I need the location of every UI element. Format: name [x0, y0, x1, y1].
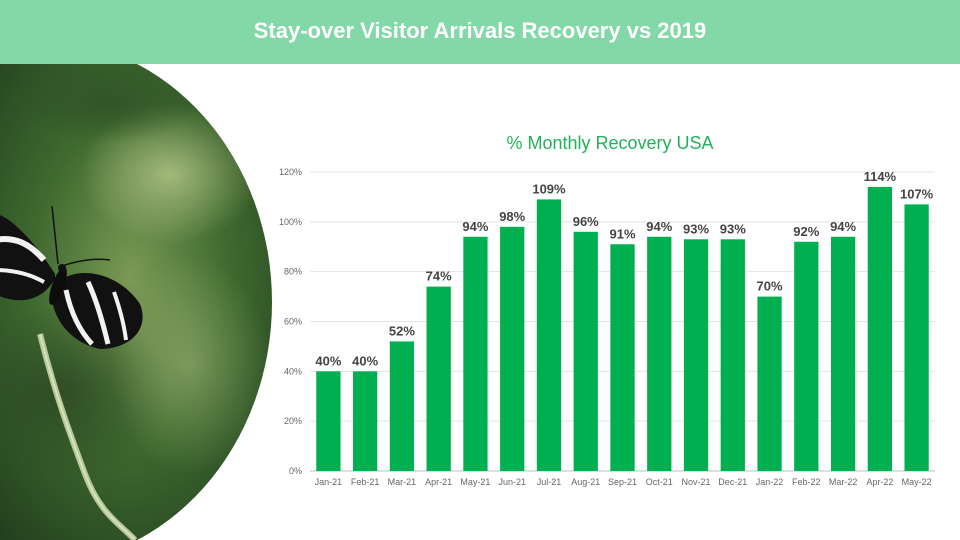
- bar: [316, 371, 341, 471]
- y-tick-label: 100%: [279, 217, 302, 227]
- data-label: 92%: [793, 224, 819, 239]
- y-tick-label: 120%: [279, 167, 302, 177]
- data-label: 94%: [830, 219, 856, 234]
- data-label: 94%: [462, 219, 488, 234]
- data-label: 109%: [532, 181, 566, 196]
- data-label: 40%: [315, 353, 341, 368]
- data-label: 96%: [573, 214, 599, 229]
- bar: [683, 239, 709, 471]
- x-tick-label: Mar-21: [388, 477, 417, 487]
- y-tick-label: 40%: [284, 366, 302, 376]
- bar: [867, 186, 892, 471]
- x-tick-label: Mar-22: [829, 477, 858, 487]
- bar: [463, 236, 488, 471]
- bar: [500, 226, 525, 471]
- x-tick-label: May-22: [902, 477, 932, 487]
- bar: [426, 286, 451, 471]
- bar: [757, 296, 782, 471]
- data-label: 93%: [720, 221, 746, 236]
- bar: [794, 241, 819, 471]
- x-tick-label: Aug-21: [571, 477, 600, 487]
- y-tick-label: 80%: [284, 267, 302, 277]
- data-label: 52%: [389, 323, 415, 338]
- x-tick-label: Feb-22: [792, 477, 821, 487]
- data-label: 107%: [900, 186, 934, 201]
- header-bar: Stay-over Visitor Arrivals Recovery vs 2…: [0, 0, 960, 64]
- y-tick-label: 0%: [289, 466, 302, 476]
- x-tick-label: Jan-22: [756, 477, 784, 487]
- bar: [389, 341, 415, 471]
- data-label: 40%: [352, 353, 378, 368]
- x-tick-label: Nov-21: [682, 477, 711, 487]
- bar: [536, 199, 562, 472]
- x-tick-label: Dec-21: [718, 477, 747, 487]
- page-title: Stay-over Visitor Arrivals Recovery vs 2…: [253, 18, 707, 43]
- data-label: 98%: [499, 209, 525, 224]
- bar: [353, 371, 378, 471]
- y-tick-label: 60%: [284, 317, 302, 327]
- bar: [610, 244, 635, 471]
- bar: [720, 239, 745, 471]
- data-label: 70%: [757, 279, 783, 294]
- data-label: 114%: [864, 169, 897, 184]
- x-tick-label: May-21: [460, 477, 490, 487]
- bar: [904, 204, 929, 471]
- bar: [830, 236, 856, 471]
- y-tick-label: 20%: [284, 416, 302, 426]
- x-tick-label: Apr-22: [866, 477, 893, 487]
- x-tick-label: Oct-21: [646, 477, 673, 487]
- butterfly-photo: [0, 64, 272, 540]
- x-tick-label: Sep-21: [608, 477, 637, 487]
- bar: [647, 236, 672, 471]
- x-tick-label: Jul-21: [537, 477, 562, 487]
- bar: [573, 231, 598, 471]
- x-tick-label: Feb-21: [351, 477, 380, 487]
- data-label: 94%: [646, 219, 672, 234]
- data-label: 91%: [609, 226, 635, 241]
- data-label: 74%: [426, 269, 452, 284]
- x-tick-label: Jan-21: [315, 477, 343, 487]
- x-tick-label: Jun-21: [498, 477, 526, 487]
- data-label: 93%: [683, 221, 709, 236]
- chart-title: % Monthly Recovery USA: [506, 133, 714, 153]
- x-tick-label: Apr-21: [425, 477, 452, 487]
